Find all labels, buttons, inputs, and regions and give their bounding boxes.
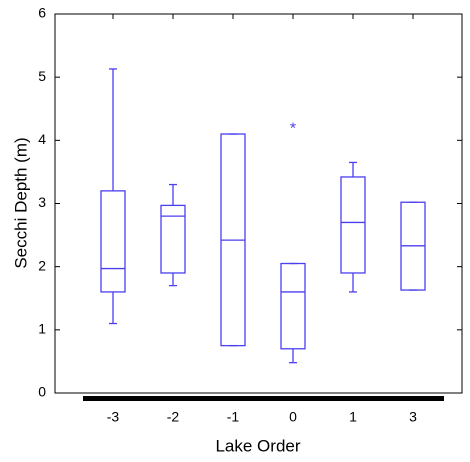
box: [160, 204, 186, 274]
x-tick-label: 1: [349, 409, 357, 425]
y-tick-label: 1: [38, 321, 46, 337]
y-tick-label: 0: [38, 384, 46, 400]
x-tick-label: -3: [107, 409, 120, 425]
y-tick-label: 2: [38, 257, 46, 273]
x-tick-label: 3: [409, 409, 417, 425]
y-tick-label: 4: [38, 131, 46, 147]
box: [100, 190, 126, 293]
x-tick-label: 0: [289, 409, 297, 425]
outlier: *: [290, 121, 296, 138]
x-axis-title: Lake Order: [215, 436, 300, 455]
box: [280, 262, 306, 350]
y-tick-label: 5: [38, 68, 46, 84]
x-tick-label: -2: [167, 409, 180, 425]
y-tick-label: 3: [38, 194, 46, 210]
y-axis-title: Secchi Depth (m): [11, 137, 30, 268]
baseline-bar: [83, 396, 444, 401]
x-tick-label: -1: [227, 409, 240, 425]
y-tick-label: 6: [38, 5, 46, 21]
box: [340, 176, 366, 274]
